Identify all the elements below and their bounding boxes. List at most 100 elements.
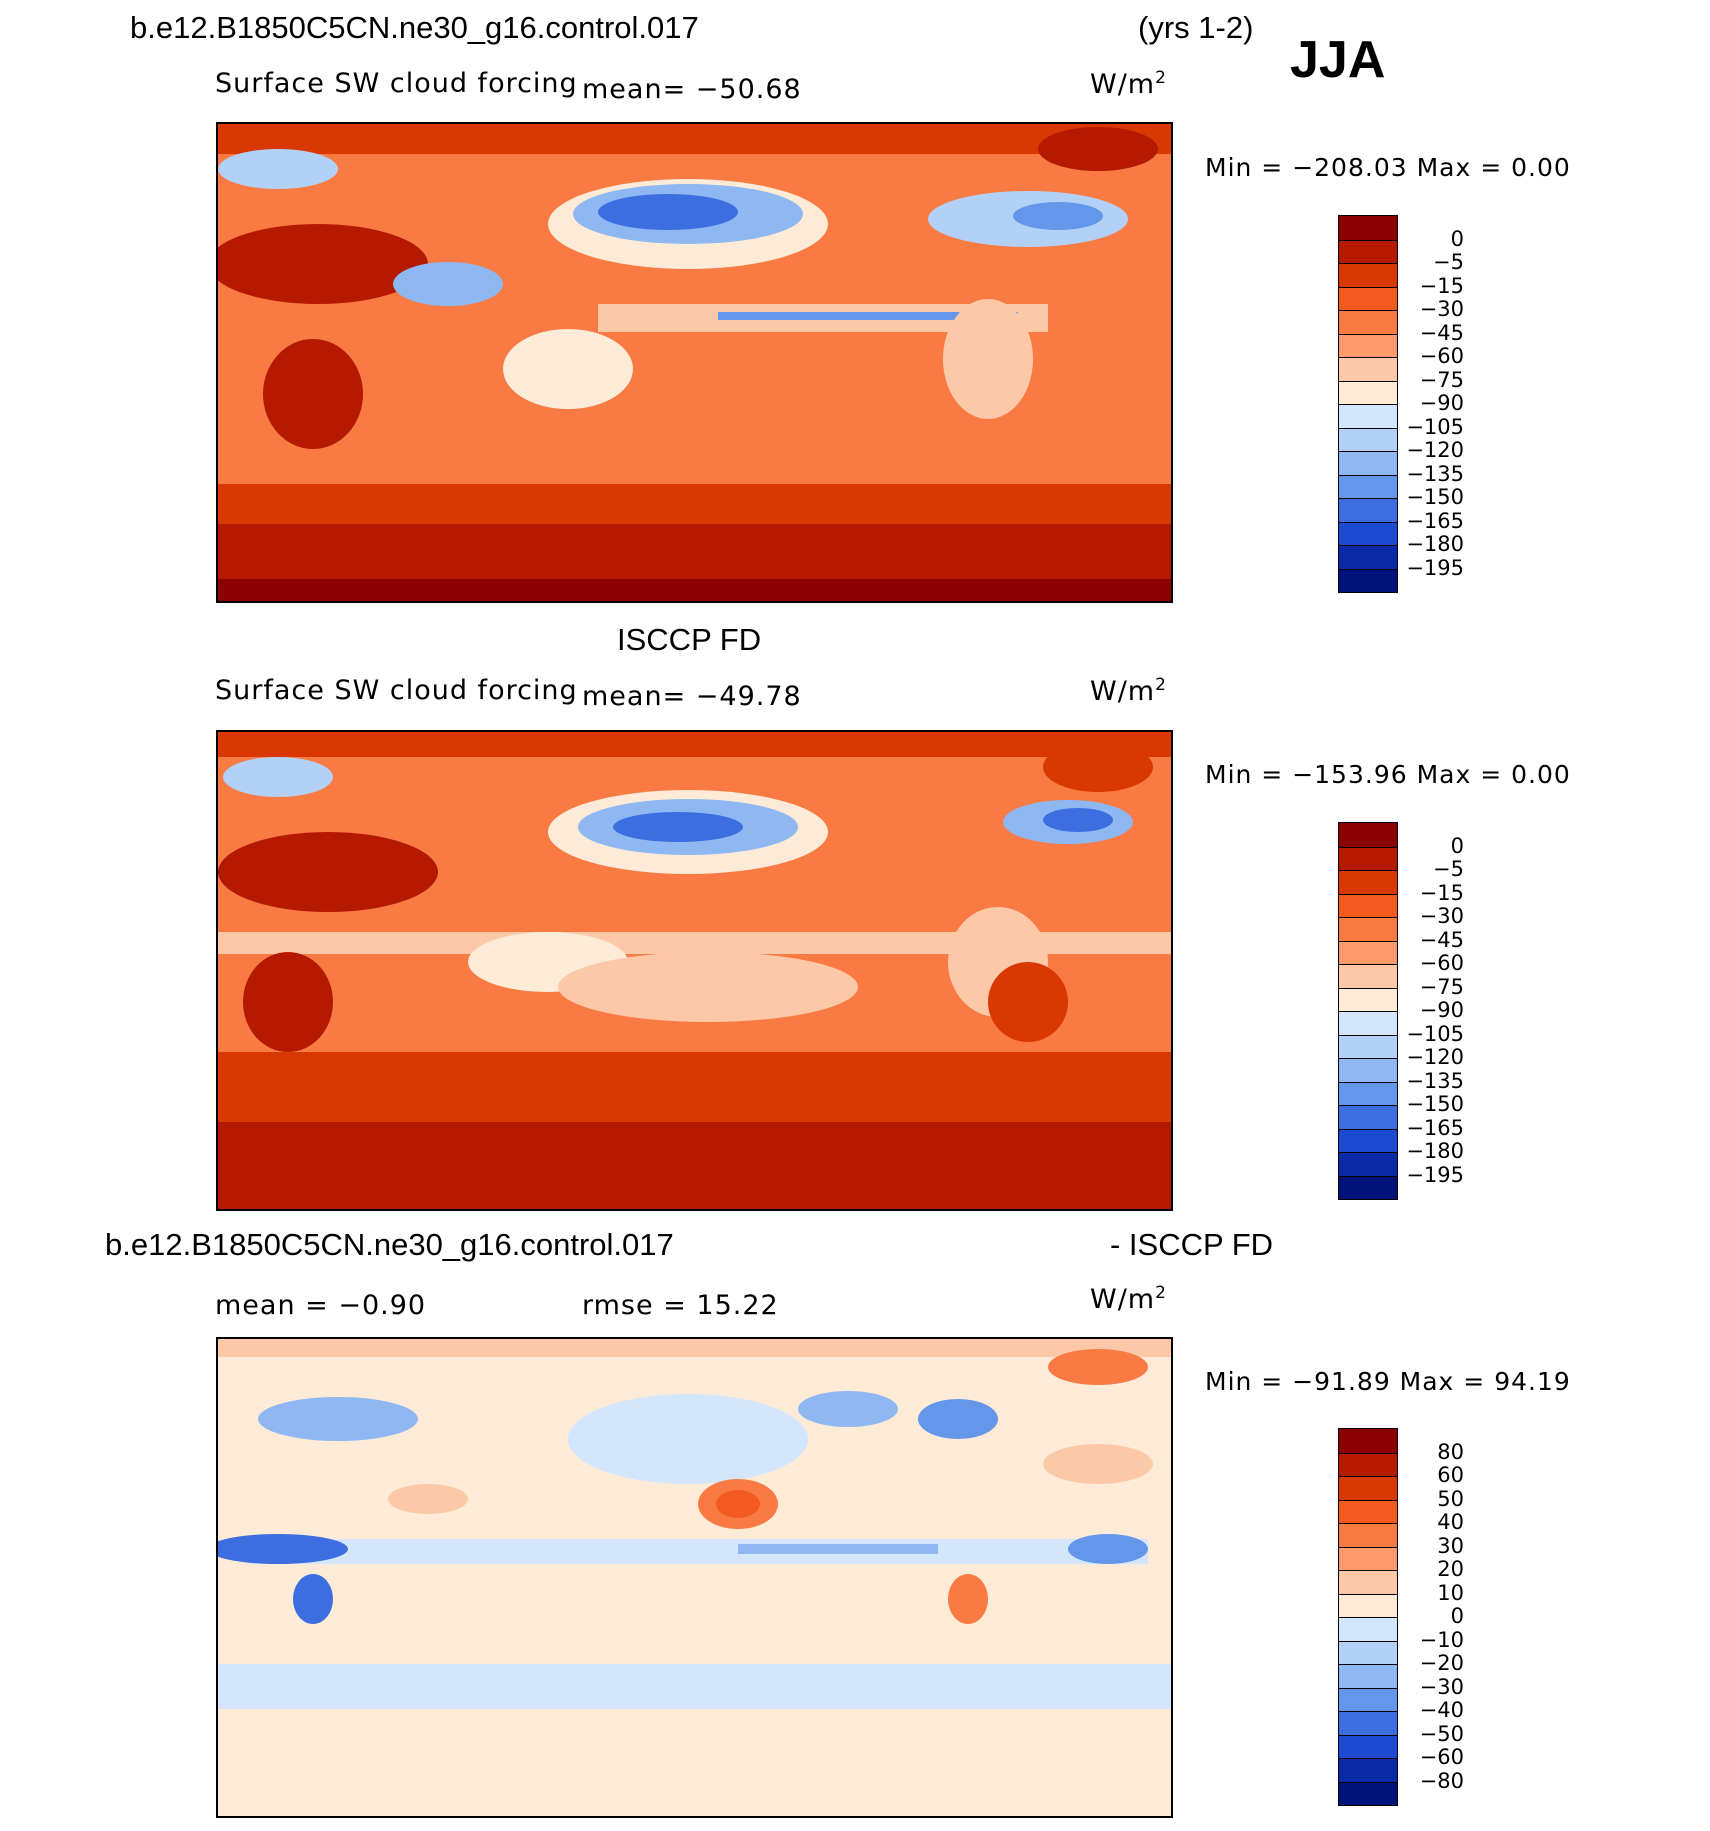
colorbar-swatch [1339, 1152, 1397, 1176]
panel3-title-left: b.e12.B1850C5CN.ne30_g16.control.017 [105, 1227, 674, 1262]
colorbar-level-label: −15 [1419, 880, 1464, 905]
colorbar-swatch [1339, 1570, 1397, 1594]
panel1-minmax: Min = −208.03 Max = 0.00 [1205, 153, 1571, 182]
colorbar-level-label: 0 [1450, 833, 1464, 858]
colorbar-level-label: 20 [1437, 1557, 1464, 1581]
colorbar-swatch [1339, 1781, 1397, 1805]
colorbar-swatch [1339, 1476, 1397, 1500]
colorbar-swatch [1339, 545, 1397, 569]
colorbar-swatch [1339, 263, 1397, 287]
colorbar-level-label: −20 [1419, 1651, 1464, 1675]
colorbar-swatch [1339, 239, 1397, 263]
colorbar-swatch [1339, 893, 1397, 917]
panel2-mean: mean= −49.78 [582, 681, 802, 712]
panel3-map [216, 1337, 1173, 1818]
colorbar-swatch [1339, 310, 1397, 334]
colorbar-level-label: −150 [1406, 485, 1464, 509]
colorbar-swatch [1339, 1105, 1397, 1129]
colorbar-level-label: −105 [1406, 1021, 1464, 1046]
colorbar-swatch [1339, 1058, 1397, 1082]
colorbar-level-label: −165 [1406, 1115, 1464, 1140]
colorbar-swatch [1339, 1758, 1397, 1782]
panel1-colorbar [1338, 215, 1398, 593]
panel2-units: W/m2 [1090, 675, 1167, 707]
colorbar-level-label: −75 [1419, 367, 1464, 392]
colorbar-swatch [1339, 1687, 1397, 1711]
colorbar-level-label: 0 [1450, 1604, 1464, 1628]
colorbar-level-label: −195 [1406, 1162, 1464, 1187]
colorbar-swatch [1339, 823, 1397, 847]
colorbar-level-label: −45 [1419, 927, 1464, 952]
panel3-units: W/m2 [1090, 1283, 1167, 1315]
colorbar-level-label: −135 [1406, 461, 1464, 486]
colorbar-swatch [1339, 1640, 1397, 1664]
colorbar-swatch [1339, 474, 1397, 498]
colorbar-level-label: −180 [1406, 532, 1464, 556]
season-label: JJA [1290, 31, 1386, 89]
colorbar-swatch [1339, 216, 1397, 240]
colorbar-level-label: −5 [1433, 857, 1464, 881]
colorbar-level-label: −135 [1406, 1068, 1464, 1093]
colorbar-level-label: −30 [1419, 1674, 1464, 1699]
colorbar-swatch [1339, 1664, 1397, 1688]
colorbar-level-label: −120 [1406, 1045, 1464, 1069]
colorbar-level-label: 50 [1437, 1486, 1464, 1511]
colorbar-level-label: −60 [1419, 1745, 1464, 1769]
panel3-mean: mean = −0.90 [215, 1290, 427, 1321]
panel3-title-right: - ISCCP FD [1110, 1227, 1274, 1262]
panel2-title: ISCCP FD [617, 622, 762, 657]
colorbar-swatch [1339, 451, 1397, 475]
colorbar-swatch [1339, 1523, 1397, 1547]
colorbar-swatch [1339, 333, 1397, 357]
colorbar-swatch [1339, 1546, 1397, 1570]
colorbar-level-label: −50 [1419, 1721, 1464, 1746]
colorbar-level-label: 30 [1437, 1533, 1464, 1558]
colorbar-swatch [1339, 987, 1397, 1011]
colorbar-level-label: −180 [1406, 1139, 1464, 1163]
colorbar-level-label: 60 [1437, 1463, 1464, 1487]
colorbar-swatch [1339, 286, 1397, 310]
colorbar-swatch [1339, 1452, 1397, 1476]
panel1-mean: mean= −50.68 [582, 74, 802, 105]
colorbar-swatch [1339, 917, 1397, 941]
colorbar-level-label: 40 [1437, 1510, 1464, 1534]
colorbar-swatch [1339, 1617, 1397, 1641]
colorbar-level-label: 0 [1450, 226, 1464, 251]
panel1-variable: Surface SW cloud forcing [215, 68, 578, 99]
colorbar-level-label: −45 [1419, 320, 1464, 345]
colorbar-level-label: −195 [1406, 555, 1464, 580]
colorbar-swatch [1339, 1034, 1397, 1058]
colorbar-swatch [1339, 1128, 1397, 1152]
colorbar-swatch [1339, 846, 1397, 870]
colorbar-level-label: −60 [1419, 951, 1464, 975]
panel2-colorbar [1338, 822, 1398, 1200]
colorbar-swatch [1339, 964, 1397, 988]
colorbar-level-label: 80 [1437, 1439, 1464, 1464]
colorbar-level-label: −5 [1433, 250, 1464, 274]
colorbar-swatch [1339, 404, 1397, 428]
colorbar-level-label: −30 [1419, 297, 1464, 321]
colorbar-swatch [1339, 1081, 1397, 1105]
colorbar-level-label: −15 [1419, 273, 1464, 298]
panel2-minmax: Min = −153.96 Max = 0.00 [1205, 760, 1571, 789]
colorbar-swatch [1339, 1011, 1397, 1035]
colorbar-swatch [1339, 498, 1397, 522]
colorbar-level-label: −90 [1419, 998, 1464, 1022]
panel1-units: W/m2 [1090, 68, 1167, 100]
colorbar-swatch [1339, 1711, 1397, 1735]
colorbar-swatch [1339, 1429, 1397, 1453]
colorbar-swatch [1339, 521, 1397, 545]
colorbar-level-label: 10 [1437, 1580, 1464, 1605]
years-range: (yrs 1-2) [1138, 10, 1254, 45]
colorbar-swatch [1339, 427, 1397, 451]
colorbar-level-label: −80 [1419, 1768, 1464, 1793]
colorbar-swatch [1339, 568, 1397, 592]
colorbar-level-label: −75 [1419, 974, 1464, 999]
colorbar-level-label: −150 [1406, 1092, 1464, 1116]
colorbar-level-label: −90 [1419, 391, 1464, 415]
panel3-rmse: rmse = 15.22 [582, 1290, 779, 1321]
colorbar-swatch [1339, 357, 1397, 381]
colorbar-swatch [1339, 1734, 1397, 1758]
colorbar-level-label: −30 [1419, 904, 1464, 928]
colorbar-level-label: −120 [1406, 438, 1464, 462]
